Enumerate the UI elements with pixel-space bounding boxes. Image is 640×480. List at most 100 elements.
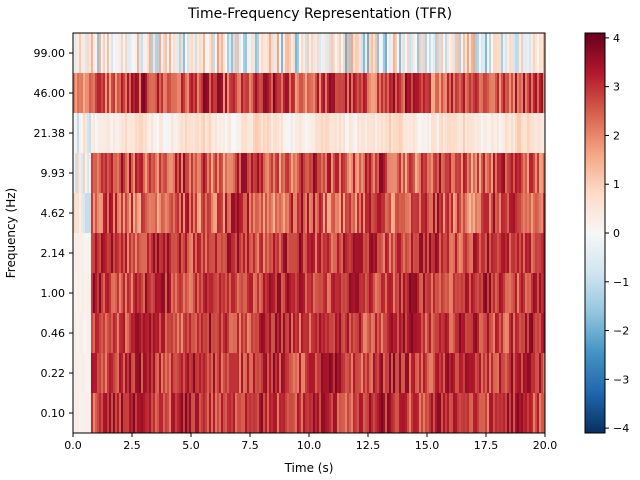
heatmap-cell <box>515 153 518 193</box>
heatmap-cell <box>191 153 194 193</box>
heatmap-cell <box>123 353 126 393</box>
heatmap-cell <box>187 193 190 233</box>
heatmap-cell <box>87 393 90 433</box>
heatmap-cell <box>463 353 466 393</box>
heatmap-cell <box>225 393 228 433</box>
heatmap-cell <box>353 33 356 73</box>
heatmap-cell <box>165 33 168 73</box>
heatmap-cell <box>431 313 434 353</box>
heatmap-cell <box>371 273 374 313</box>
chart-title: Time-Frequency Representation (TFR) <box>187 6 452 22</box>
heatmap-cell <box>419 233 422 273</box>
heatmap-cell <box>417 73 420 113</box>
heatmap-cell <box>255 393 258 433</box>
heatmap-cell <box>93 73 96 113</box>
heatmap-cell <box>101 73 104 113</box>
heatmap-cell <box>421 153 424 193</box>
heatmap-cell <box>153 193 156 233</box>
heatmap-cell <box>355 113 358 153</box>
heatmap-cell <box>541 273 544 313</box>
heatmap-cell <box>407 153 410 193</box>
heatmap-cell <box>279 393 282 433</box>
heatmap-cell <box>417 153 420 193</box>
heatmap-cell <box>391 113 394 153</box>
heatmap-cell <box>441 393 444 433</box>
heatmap-cell <box>421 33 424 73</box>
heatmap-cell <box>511 393 514 433</box>
heatmap-cell <box>107 73 110 113</box>
heatmap-cell <box>537 73 540 113</box>
heatmap-cell <box>327 273 330 313</box>
heatmap-cell <box>125 273 128 313</box>
heatmap-cell <box>169 73 172 113</box>
y-tick-label: 0.46 <box>41 327 66 340</box>
heatmap-cell <box>431 353 434 393</box>
heatmap-cell <box>235 393 238 433</box>
heatmap-cell <box>249 233 252 273</box>
heatmap-cell <box>253 193 256 233</box>
heatmap-cell <box>289 393 292 433</box>
heatmap-cell <box>411 353 414 393</box>
heatmap-cell <box>249 273 252 313</box>
heatmap-cell <box>409 193 412 233</box>
heatmap-cell <box>171 33 174 73</box>
heatmap-cell <box>327 313 330 353</box>
heatmap-cell <box>193 73 196 113</box>
heatmap-cell <box>515 193 518 233</box>
heatmap-cell <box>181 393 184 433</box>
heatmap-cell <box>419 33 422 73</box>
heatmap-cell <box>479 73 482 113</box>
heatmap-cell <box>97 313 100 353</box>
heatmap-cell <box>271 353 274 393</box>
heatmap-cell <box>185 73 188 113</box>
heatmap-cell <box>241 153 244 193</box>
heatmap-cell <box>229 33 232 73</box>
heatmap-cell <box>247 33 250 73</box>
heatmap-cell <box>203 313 206 353</box>
heatmap-cell <box>239 113 242 153</box>
heatmap-cell <box>209 113 212 153</box>
heatmap-cell <box>513 393 516 433</box>
heatmap-cell <box>415 193 418 233</box>
heatmap-cell <box>189 233 192 273</box>
heatmap-cell <box>87 33 90 73</box>
heatmap-cell <box>393 233 396 273</box>
heatmap-cell <box>295 233 298 273</box>
heatmap-cell <box>419 353 422 393</box>
heatmap-cell <box>535 153 538 193</box>
heatmap-cell <box>537 193 540 233</box>
heatmap-cell <box>273 113 276 153</box>
heatmap-cell <box>459 353 462 393</box>
heatmap-cell <box>129 153 132 193</box>
heatmap-cell <box>527 33 530 73</box>
heatmap-cell <box>209 153 212 193</box>
heatmap-cell <box>121 33 124 73</box>
heatmap-cell <box>379 273 382 313</box>
heatmap-cell <box>265 193 268 233</box>
heatmap-cell <box>135 353 138 393</box>
heatmap-cell <box>79 353 82 393</box>
heatmap-cell <box>99 393 102 433</box>
heatmap-cell <box>433 153 436 193</box>
heatmap-cell <box>453 153 456 193</box>
heatmap-cell <box>175 113 178 153</box>
heatmap-cell <box>215 73 218 113</box>
heatmap-cell <box>163 273 166 313</box>
heatmap-cell <box>271 33 274 73</box>
heatmap-cell <box>543 33 545 73</box>
heatmap-cell <box>533 313 536 353</box>
heatmap-cell <box>523 33 526 73</box>
heatmap-cell <box>243 353 246 393</box>
heatmap-cell <box>217 193 220 233</box>
heatmap-cell <box>359 73 362 113</box>
heatmap-cell <box>77 73 80 113</box>
heatmap-cell <box>523 273 526 313</box>
heatmap-cell <box>287 353 290 393</box>
heatmap-cell <box>277 233 280 273</box>
heatmap-cell <box>275 273 278 313</box>
heatmap-cell <box>445 233 448 273</box>
heatmap-cell <box>397 113 400 153</box>
heatmap-cell <box>155 193 158 233</box>
heatmap-cell <box>257 313 260 353</box>
heatmap-cell <box>325 113 328 153</box>
